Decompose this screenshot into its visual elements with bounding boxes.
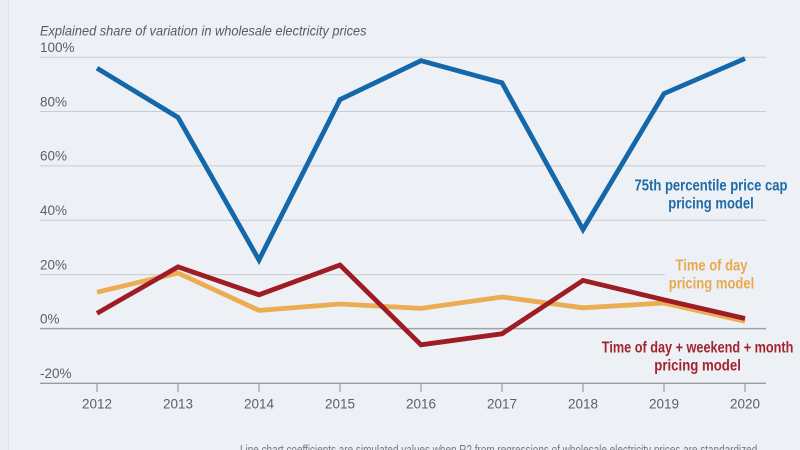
svg-text:20%: 20% [40,257,67,272]
svg-text:Line chart coefficients are si: Line chart coefficients are simulated va… [240,443,760,450]
svg-text:100%: 100% [40,40,75,55]
svg-text:pricing model: pricing model [669,276,755,293]
svg-text:2014: 2014 [244,397,275,412]
svg-text:2018: 2018 [568,397,598,412]
svg-text:2015: 2015 [325,397,355,412]
svg-text:2013: 2013 [163,397,193,412]
svg-text:-20%: -20% [40,366,72,381]
svg-text:pricing model: pricing model [654,357,741,374]
svg-text:2020: 2020 [730,397,760,412]
svg-text:60%: 60% [40,149,67,164]
svg-text:2012: 2012 [82,397,112,412]
svg-text:Time of day: Time of day [676,258,748,275]
svg-text:Time of day + weekend + month: Time of day + weekend + month [602,339,794,356]
svg-text:2019: 2019 [649,397,679,412]
svg-text:40%: 40% [40,203,67,218]
svg-text:75th percentile price cap: 75th percentile price cap [635,177,788,194]
svg-text:0%: 0% [40,312,60,327]
svg-text:80%: 80% [40,94,67,109]
svg-text:2016: 2016 [406,397,436,412]
svg-text:Explained share of variation i: Explained share of variation in wholesal… [40,23,367,39]
svg-text:2017: 2017 [487,397,517,412]
svg-text:pricing model: pricing model [668,195,754,212]
